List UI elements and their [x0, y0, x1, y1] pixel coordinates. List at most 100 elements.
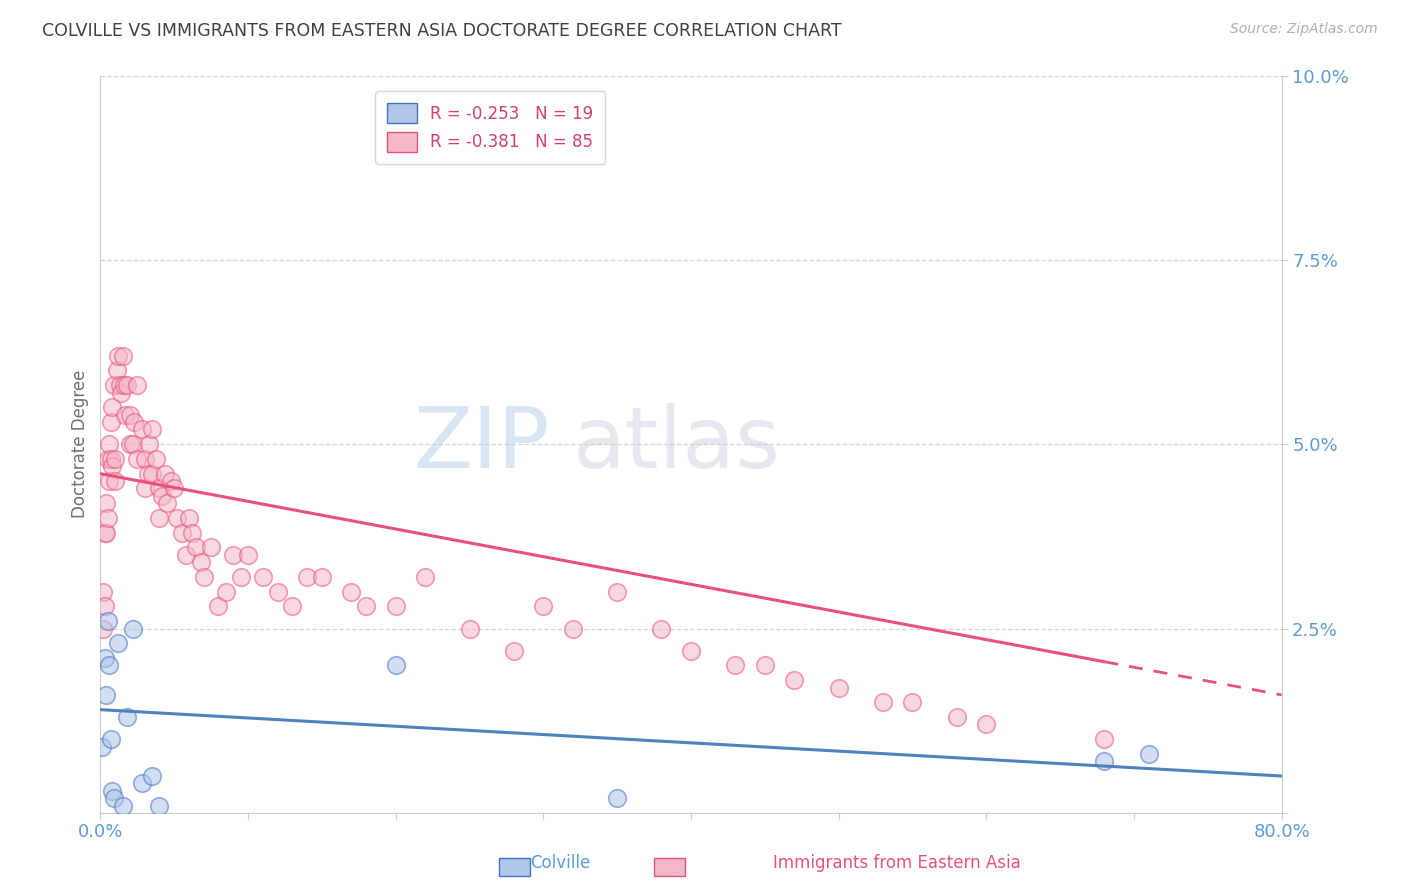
Y-axis label: Doctorate Degree: Doctorate Degree — [72, 370, 89, 518]
Point — [94, 599, 117, 614]
Point — [103, 791, 125, 805]
Point — [531, 599, 554, 614]
Point — [1137, 747, 1160, 761]
Text: Source: ZipAtlas.com: Source: ZipAtlas.com — [1230, 22, 1378, 37]
Point — [98, 474, 121, 488]
Point — [148, 482, 170, 496]
Point — [193, 570, 215, 584]
Point — [134, 452, 156, 467]
Point — [281, 599, 304, 614]
Point — [976, 717, 998, 731]
Point — [96, 525, 118, 540]
Point — [174, 548, 197, 562]
Point — [111, 349, 134, 363]
Point — [872, 695, 894, 709]
Point — [98, 437, 121, 451]
Point — [104, 474, 127, 488]
Point — [141, 467, 163, 481]
Point — [200, 541, 222, 555]
Text: ZIP: ZIP — [413, 402, 550, 486]
Point — [754, 658, 776, 673]
Point — [166, 511, 188, 525]
Point — [384, 658, 406, 673]
Point — [215, 584, 238, 599]
Point — [96, 496, 118, 510]
Point — [650, 622, 672, 636]
Point — [97, 452, 120, 467]
Point — [98, 658, 121, 673]
Text: atlas: atlas — [572, 402, 780, 486]
Point — [148, 798, 170, 813]
Point — [124, 415, 146, 429]
Point — [96, 688, 118, 702]
Point — [111, 798, 134, 813]
Point — [91, 584, 114, 599]
Point — [229, 570, 252, 584]
Point — [94, 651, 117, 665]
Point — [127, 378, 149, 392]
Point — [252, 570, 274, 584]
Point — [145, 452, 167, 467]
Point — [222, 548, 245, 562]
Point — [112, 378, 135, 392]
Point — [97, 511, 120, 525]
Text: COLVILLE VS IMMIGRANTS FROM EASTERN ASIA DOCTORATE DEGREE CORRELATION CHART: COLVILLE VS IMMIGRANTS FROM EASTERN ASIA… — [42, 22, 842, 40]
Point — [561, 622, 583, 636]
Text: Colville: Colville — [530, 855, 591, 872]
Point — [131, 776, 153, 790]
Point — [724, 658, 747, 673]
Point — [121, 437, 143, 451]
Point — [340, 584, 363, 599]
Point — [679, 643, 702, 657]
Point — [502, 643, 524, 657]
Point — [384, 599, 406, 614]
Point — [107, 349, 129, 363]
Point — [118, 408, 141, 422]
Point — [163, 482, 186, 496]
Point — [354, 599, 377, 614]
Point — [115, 710, 138, 724]
Point — [148, 511, 170, 525]
Point — [190, 555, 212, 569]
Text: Immigrants from Eastern Asia: Immigrants from Eastern Asia — [773, 855, 1021, 872]
Point — [1094, 754, 1116, 768]
Point — [177, 511, 200, 525]
Point — [94, 525, 117, 540]
Point — [118, 437, 141, 451]
Point — [156, 496, 179, 510]
Point — [134, 482, 156, 496]
Point — [827, 681, 849, 695]
Point — [110, 385, 132, 400]
Point — [311, 570, 333, 584]
Point — [606, 791, 628, 805]
Point — [107, 636, 129, 650]
Point — [141, 769, 163, 783]
Point — [186, 541, 208, 555]
Point — [108, 378, 131, 392]
Point — [1094, 732, 1116, 747]
Point — [100, 415, 122, 429]
Point — [783, 673, 806, 688]
Point — [266, 584, 288, 599]
Point — [101, 784, 124, 798]
Point — [121, 622, 143, 636]
Point — [105, 363, 128, 377]
Point — [180, 525, 202, 540]
Point — [100, 732, 122, 747]
Point — [138, 437, 160, 451]
Point — [155, 467, 177, 481]
Point — [90, 739, 112, 754]
Point — [101, 459, 124, 474]
Point — [901, 695, 924, 709]
Point — [170, 525, 193, 540]
Point — [458, 622, 481, 636]
Point — [413, 570, 436, 584]
Point — [141, 422, 163, 436]
Point — [946, 710, 969, 724]
Point — [606, 584, 628, 599]
Point — [207, 599, 229, 614]
Point — [115, 378, 138, 392]
Point — [114, 408, 136, 422]
Point — [97, 614, 120, 628]
Point — [103, 378, 125, 392]
